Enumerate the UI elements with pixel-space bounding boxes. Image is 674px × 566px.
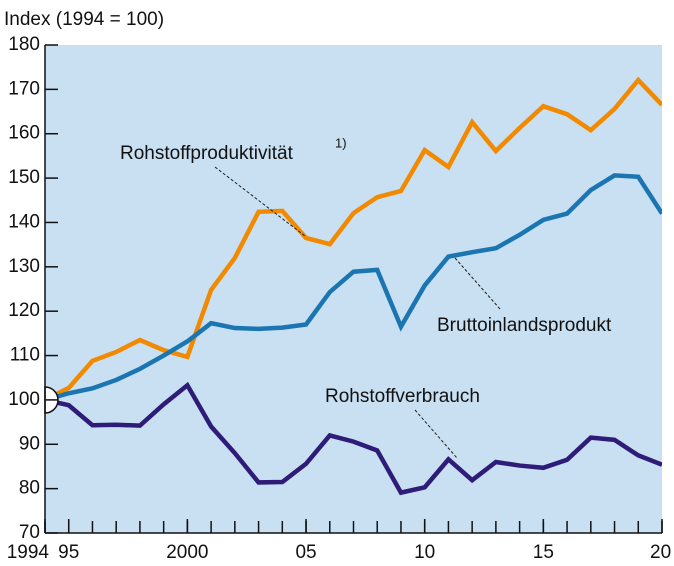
y-axis-label: Index (1994 = 100) <box>4 9 164 30</box>
y-tick-label: 120 <box>8 300 40 321</box>
x-tick-label: 05 <box>295 542 316 563</box>
x-tick-label: 20 <box>650 542 671 563</box>
x-tick-label: 2000 <box>166 542 208 563</box>
series-label: Rohstoffverbrauch <box>325 386 480 407</box>
y-tick-label: 90 <box>19 433 40 454</box>
plot-area <box>45 45 662 533</box>
x-tick-label: 10 <box>414 542 435 563</box>
y-tick-label: 80 <box>19 478 40 499</box>
series-label: Bruttoinlandsprodukt <box>437 315 612 336</box>
y-tick-label: 160 <box>8 123 40 144</box>
series-line <box>45 76 662 402</box>
y-tick-label: 140 <box>8 211 40 232</box>
y-tick-label: 150 <box>8 167 40 188</box>
y-tick-label: 180 <box>8 34 40 55</box>
y-tick-label: 130 <box>8 256 40 277</box>
y-tick-label: 170 <box>8 78 40 99</box>
leader-line <box>414 409 458 459</box>
series-line <box>45 381 662 496</box>
leader-line <box>214 166 306 237</box>
x-tick-label: 95 <box>58 542 79 563</box>
series-line <box>45 173 662 403</box>
y-tick-label: 70 <box>19 522 40 543</box>
x-tick-label: 15 <box>533 542 554 563</box>
series-label: Rohstoffproduktivität <box>120 143 294 164</box>
x-tick-label: 1994 <box>7 542 50 563</box>
y-tick-label: 100 <box>8 389 40 410</box>
y-tick-label: 110 <box>10 345 40 366</box>
footnote-marker: 1) <box>335 135 347 150</box>
leader-line <box>454 257 501 310</box>
